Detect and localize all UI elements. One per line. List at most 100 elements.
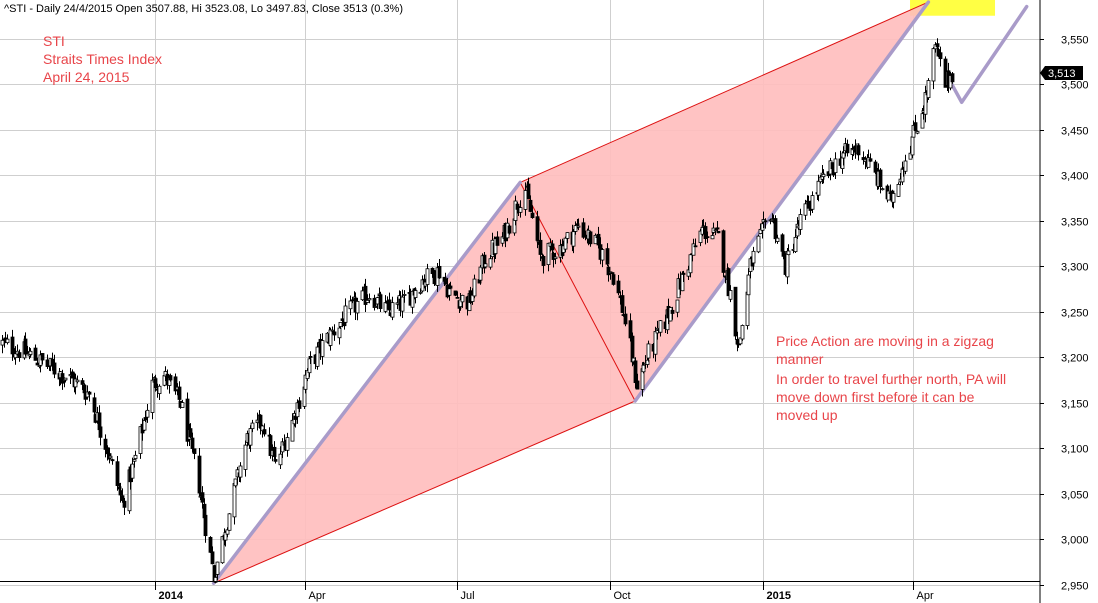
price-bar-body	[856, 145, 861, 156]
price-bar-body	[841, 152, 846, 159]
price-bar-body	[710, 235, 715, 240]
y-tick-label: 3,000	[1061, 535, 1089, 547]
price-bar-body	[262, 429, 267, 435]
price-bar-body	[13, 353, 18, 359]
price-bar-body	[910, 136, 915, 156]
price-bar-body	[571, 231, 576, 247]
y-tick-label: 3,200	[1061, 353, 1089, 365]
price-bar-body	[203, 514, 208, 537]
price-bar-body	[443, 278, 448, 285]
price-bar-body	[367, 298, 372, 301]
price-bar-body	[576, 225, 581, 228]
price-bar-body	[563, 237, 568, 250]
price-bar-body	[798, 214, 803, 230]
price-bar-body	[611, 274, 616, 285]
price-bar-body	[472, 278, 477, 297]
price-bar-body	[447, 288, 452, 296]
annotation-line: manner	[776, 351, 824, 367]
price-bar-body	[192, 448, 197, 454]
trend-layer	[211, 0, 1029, 585]
annotation-line: STI	[43, 33, 65, 49]
price-bar-body	[565, 232, 570, 239]
price-bars	[0, 38, 955, 584]
price-bar-body	[880, 188, 885, 191]
price-bar-body	[365, 300, 370, 303]
price-bar-body	[343, 305, 348, 323]
price-bar-body	[688, 254, 693, 274]
price-bar-body	[197, 455, 202, 494]
price-bar-body	[233, 478, 238, 487]
price-bar-body	[728, 290, 733, 300]
price-bar-body	[80, 380, 85, 385]
price-bar-body	[153, 378, 158, 388]
price-bar-body	[413, 290, 418, 298]
channel-area	[213, 2, 929, 584]
price-bar-body	[950, 73, 955, 83]
price-bar-body	[623, 313, 628, 325]
price-bar-body	[303, 374, 308, 390]
price-bar-body	[110, 459, 115, 462]
price-bar-body	[810, 195, 815, 210]
price-bar-body	[606, 266, 611, 276]
price-bar-body	[250, 422, 255, 430]
price-bar-body	[645, 359, 650, 365]
price-bar-body	[675, 299, 680, 313]
price-bar-body	[746, 274, 751, 296]
y-tick-label: 3,150	[1061, 399, 1089, 411]
price-bar-body	[596, 233, 601, 246]
price-bar-body	[232, 483, 237, 518]
price-bar-body	[208, 536, 213, 553]
price-bar-body	[455, 296, 460, 299]
price-bar-body	[553, 256, 558, 259]
price-bar-body	[150, 379, 155, 413]
price-bar-body	[573, 225, 578, 232]
trend-line	[211, 180, 522, 585]
price-bar-body	[460, 294, 465, 303]
price-bar-body	[483, 263, 488, 268]
price-bar-body	[177, 386, 182, 400]
price-bar-body	[10, 336, 15, 355]
channel-upper-line	[519, 1, 929, 183]
price-bar-body	[248, 428, 253, 446]
price-bar-body	[105, 447, 110, 455]
price-bar-body	[122, 500, 127, 508]
price-bar-body	[272, 446, 277, 457]
price-bar-body	[360, 290, 365, 301]
price-bar-body	[670, 309, 675, 314]
price-bar-body	[470, 294, 475, 302]
y-tick-label: 3,100	[1061, 444, 1089, 456]
price-bar-body	[693, 245, 698, 248]
annotation-top-left: STI Straits Times Index April 24, 2015	[43, 33, 162, 85]
price-bar-body	[338, 321, 343, 327]
price-bar-body	[33, 347, 38, 361]
price-bar-body	[332, 331, 337, 336]
price-bar-body	[793, 236, 798, 253]
price-bar-body	[210, 551, 215, 565]
price-bar-body	[375, 297, 380, 305]
price-bar-body	[400, 296, 405, 312]
price-bar-body	[635, 380, 640, 390]
price-bar-body	[330, 329, 335, 332]
price-bar-body	[98, 426, 103, 438]
price-bar-body	[495, 236, 500, 246]
price-bar-body	[143, 417, 148, 421]
price-bar-body	[698, 230, 703, 243]
last-price-label: 3,513	[1048, 68, 1076, 80]
price-bar-body	[923, 92, 928, 115]
y-tick-label: 3,450	[1061, 126, 1089, 138]
price-bar-body	[328, 329, 333, 346]
price-bar-body	[833, 158, 838, 174]
y-tick-label: 3,350	[1061, 217, 1089, 229]
price-bar-body	[733, 286, 738, 337]
x-axis: 2014 Apr Jul Oct 2015 Apr	[0, 581, 1040, 602]
price-bar-body	[297, 400, 302, 409]
price-bar-body	[478, 266, 483, 281]
price-bar-body	[530, 212, 535, 219]
annotation-line: moved up	[776, 407, 838, 423]
x-tick-label: Apr	[917, 590, 934, 602]
price-bar-body	[845, 143, 850, 154]
price-bar-body	[785, 251, 790, 278]
price-bar-body	[132, 459, 137, 462]
price-bar-body	[185, 398, 190, 442]
